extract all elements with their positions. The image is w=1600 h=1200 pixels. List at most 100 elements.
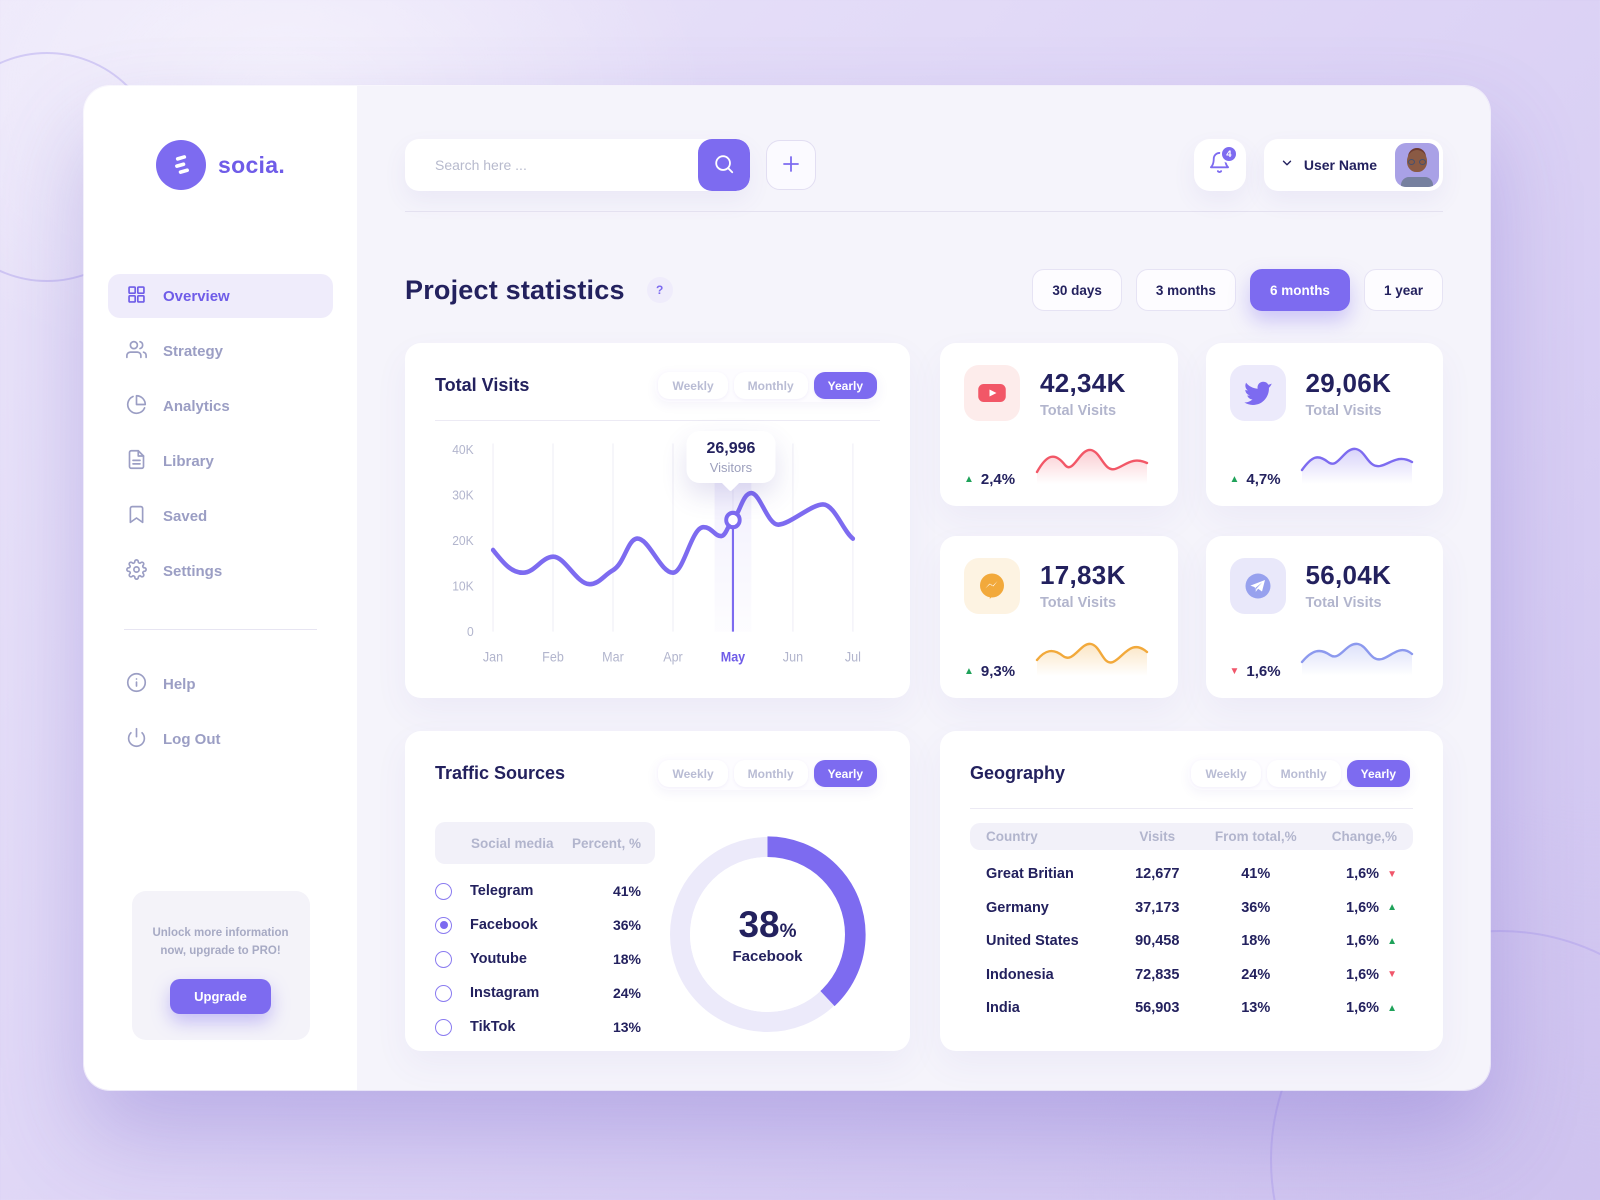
sidebar-item-label: Overview bbox=[163, 287, 230, 305]
stat-value: 29,06K bbox=[1305, 367, 1392, 398]
stat-value: 17,83K bbox=[1040, 560, 1126, 590]
user-menu[interactable]: User Name bbox=[1263, 139, 1443, 191]
donut-value: 38% bbox=[738, 904, 797, 945]
stat-label: Total Visits bbox=[1040, 402, 1117, 419]
data-point-marker bbox=[724, 510, 742, 530]
sparkline bbox=[1300, 642, 1414, 676]
radio-instagram[interactable] bbox=[435, 984, 452, 1002]
stat-label: Total Visits bbox=[1040, 595, 1117, 611]
geo-row-great-britian: Great Britian 12,677 41% 1,6% ▼ bbox=[986, 866, 1397, 883]
traffic-table: Social media Percent, % Telegram 41% bbox=[435, 822, 655, 1047]
sidebar-item-library[interactable]: Library bbox=[108, 439, 333, 483]
sidebar-item-saved[interactable]: Saved bbox=[108, 494, 333, 538]
geo-row-germany: Germany 37,173 36% 1,6% ▲ bbox=[986, 899, 1397, 916]
traffic-sources-card: Traffic Sources Weekly Monthly Yearly So… bbox=[405, 731, 910, 1051]
search-input[interactable] bbox=[405, 139, 698, 191]
notifications-button[interactable]: 4 bbox=[1193, 139, 1246, 191]
radio-tiktok[interactable] bbox=[435, 1018, 452, 1036]
toggle-monthly[interactable]: Monthly bbox=[733, 372, 808, 399]
trend-arrow-icon: ▼ bbox=[1229, 666, 1240, 677]
stat-card-messenger: 17,83K Total Visits ▲ 9,3% bbox=[940, 535, 1178, 698]
brand-name: socia. bbox=[218, 151, 286, 178]
geo-row-india: India 56,903 13% 1,6% ▲ bbox=[986, 1000, 1397, 1017]
sidebar-item-label: Library bbox=[163, 452, 214, 470]
upgrade-button[interactable]: Upgrade bbox=[170, 979, 271, 1014]
help-icon[interactable]: ? bbox=[646, 277, 673, 303]
radio-youtube[interactable] bbox=[435, 950, 452, 968]
toggle-weekly[interactable]: Weekly bbox=[1191, 760, 1261, 787]
traffic-row-facebook: Facebook 36% bbox=[435, 908, 655, 942]
toggle-weekly[interactable]: Weekly bbox=[658, 760, 728, 787]
svg-text:Jan: Jan bbox=[483, 649, 503, 664]
traffic-period-toggle: Weekly Monthly Yearly bbox=[655, 757, 880, 790]
range-1-year[interactable]: 1 year bbox=[1363, 269, 1443, 311]
youtube-icon bbox=[964, 365, 1020, 421]
messenger-icon bbox=[964, 557, 1020, 614]
svg-text:20K: 20K bbox=[452, 533, 474, 547]
toggle-yearly[interactable]: Yearly bbox=[1346, 760, 1410, 787]
pie-chart-icon bbox=[126, 394, 147, 419]
line-chart-svg: 40K 30K 20K 10K 0 bbox=[452, 442, 861, 664]
search-button[interactable] bbox=[698, 139, 750, 191]
toggle-monthly[interactable]: Monthly bbox=[733, 760, 808, 787]
stat-value: 42,34K bbox=[1040, 367, 1126, 398]
geo-row-united-states: United States 90,458 18% 1,6% ▲ bbox=[986, 933, 1397, 950]
page-title: Project statistics bbox=[405, 274, 625, 305]
sidebar-item-help[interactable]: Help bbox=[108, 662, 333, 706]
brand-logo: socia. bbox=[108, 140, 333, 190]
geography-table: Great Britian 12,677 41% 1,6% ▼ Germany 37,1… bbox=[970, 858, 1413, 1026]
stat-change: ▲ 2,4% bbox=[964, 470, 1016, 488]
traffic-row-tiktok: TikTok 13% bbox=[435, 1010, 655, 1044]
range-30-days[interactable]: 30 days bbox=[1032, 269, 1122, 311]
trend-arrow-icon: ▼ bbox=[1387, 969, 1397, 981]
trend-arrow-icon: ▲ bbox=[1387, 902, 1397, 914]
stat-card-youtube: 42,34K Total Visits ▲ 2,4% bbox=[940, 343, 1178, 506]
sidebar-item-settings[interactable]: Settings bbox=[108, 549, 333, 593]
radio-telegram[interactable] bbox=[435, 882, 452, 900]
sidebar-item-label: Saved bbox=[163, 507, 208, 525]
svg-text:Apr: Apr bbox=[663, 649, 683, 664]
svg-text:Feb: Feb bbox=[542, 649, 564, 664]
stat-card-telegram: 56,04K Total Visits ▼ 1,6% bbox=[1205, 535, 1443, 698]
geography-card: Geography Weekly Monthly Yearly Country … bbox=[940, 731, 1443, 1051]
svg-text:0: 0 bbox=[467, 624, 474, 638]
svg-text:10K: 10K bbox=[452, 579, 474, 593]
sidebar-item-logout[interactable]: Log Out bbox=[108, 717, 333, 761]
svg-text:30K: 30K bbox=[452, 488, 474, 502]
svg-text:Jul: Jul bbox=[845, 649, 861, 664]
sidebar-item-overview[interactable]: Overview bbox=[108, 274, 333, 318]
geography-period-toggle: Weekly Monthly Yearly bbox=[1188, 757, 1413, 790]
gear-icon bbox=[126, 558, 147, 584]
toggle-weekly[interactable]: Weekly bbox=[658, 372, 728, 399]
geography-table-header: Country Visits From total,% Change,% bbox=[970, 822, 1413, 850]
add-button[interactable] bbox=[766, 140, 816, 190]
trend-arrow-icon: ▲ bbox=[964, 473, 974, 485]
sidebar-item-label: Strategy bbox=[163, 342, 224, 360]
stat-change: ▼ 1,6% bbox=[1229, 663, 1281, 680]
chart-tooltip: 26,996 Visitors bbox=[686, 431, 776, 484]
upgrade-text-line2: now, upgrade to PRO! bbox=[160, 945, 281, 958]
traffic-table-header: Social media Percent, % bbox=[435, 822, 655, 864]
tooltip-value: 26,996 bbox=[706, 440, 756, 458]
donut-arc bbox=[669, 836, 866, 1033]
total-visits-period-toggle: Weekly Monthly Yearly bbox=[655, 369, 880, 402]
brand-logo-icon bbox=[156, 140, 206, 190]
stat-cards-grid: 42,34K Total Visits ▲ 2,4% bbox=[940, 343, 1443, 698]
radio-facebook[interactable] bbox=[435, 916, 452, 934]
upgrade-text-line1: Unlock more information bbox=[152, 927, 289, 940]
avatar bbox=[1395, 143, 1439, 187]
range-3-months[interactable]: 3 months bbox=[1135, 269, 1236, 311]
total-visits-card: Total Visits Weekly Monthly Yearly bbox=[405, 343, 910, 698]
toggle-yearly[interactable]: Yearly bbox=[813, 760, 877, 787]
twitter-icon bbox=[1229, 365, 1286, 421]
sparkline bbox=[1035, 642, 1148, 676]
toggle-yearly[interactable]: Yearly bbox=[813, 372, 877, 399]
sidebar-item-analytics[interactable]: Analytics bbox=[108, 384, 333, 428]
sidebar-item-strategy[interactable]: Strategy bbox=[108, 329, 333, 373]
trend-arrow-icon: ▲ bbox=[1229, 473, 1240, 485]
toggle-monthly[interactable]: Monthly bbox=[1266, 760, 1341, 787]
range-6-months[interactable]: 6 months bbox=[1249, 269, 1350, 311]
notification-badge: 4 bbox=[1219, 145, 1238, 163]
traffic-row-youtube: Youtube 18% bbox=[435, 942, 655, 976]
visitors-line bbox=[490, 490, 856, 587]
